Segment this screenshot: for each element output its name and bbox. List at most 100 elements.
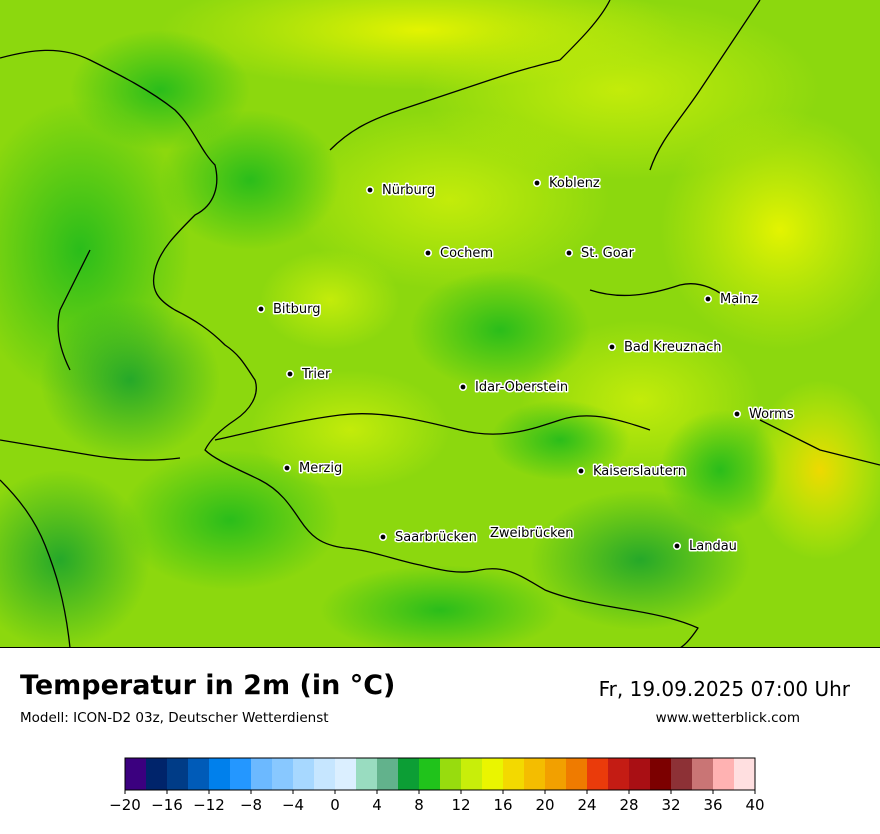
- city-marker: Landau: [672, 538, 738, 556]
- colorbar-tick-label: 24: [577, 796, 596, 814]
- colorbar-segment: [146, 758, 168, 790]
- map-title: Temperatur in 2m (in °C): [20, 670, 396, 701]
- colorbar-segment: [419, 758, 441, 790]
- colorbar-tick-label: 0: [330, 796, 340, 814]
- colorbar-tick-label: −20: [109, 796, 141, 814]
- colorbar-tick-label: −12: [193, 796, 225, 814]
- colorbar-segment: [587, 758, 609, 790]
- colorbar-tick-label: −4: [282, 796, 304, 814]
- city-marker: Bitburg: [256, 301, 322, 319]
- city-dot: [256, 304, 265, 313]
- city-label: St. Goar: [581, 246, 635, 261]
- colorbar-segment: [440, 758, 462, 790]
- city-dot: [365, 186, 374, 195]
- model-info: Modell: ICON-D2 03z, Deutscher Wetterdie…: [20, 710, 329, 726]
- city-marker: Cochem: [423, 245, 495, 263]
- colorbar-tick-label: 12: [451, 796, 470, 814]
- colorbar-segment: [482, 758, 504, 790]
- colorbar-segment: [713, 758, 735, 790]
- colorbar-frame: [124, 757, 756, 791]
- colorbar-tick-label: 28: [619, 796, 638, 814]
- colorbar-segment: [629, 758, 651, 790]
- colorbar-segment: [734, 758, 756, 790]
- colorbar-tick-label: −16: [151, 796, 183, 814]
- city-dot: [532, 179, 541, 188]
- colorbar-segment: [671, 758, 693, 790]
- city-dot: [458, 382, 467, 391]
- city-dot: [607, 342, 616, 351]
- colorbar-tick-label: 8: [414, 796, 424, 814]
- colorbar-segment: [293, 758, 315, 790]
- colorbar-segment: [356, 758, 378, 790]
- city-marker: Saarbrücken: [378, 529, 478, 547]
- colorbar-segment: [566, 758, 588, 790]
- colorbar-segment: [272, 758, 294, 790]
- city-dot: [732, 409, 741, 418]
- colorbar-tick-label: 40: [745, 796, 764, 814]
- temperature-field: [0, 0, 880, 647]
- city-marker: Nürburg: [365, 182, 437, 200]
- colorbar-tick-label: 20: [535, 796, 554, 814]
- city-dot: [703, 294, 712, 303]
- weather-map: Nürburg Koblenz Cochem St. Goar Mainz Bitburg…: [0, 0, 880, 648]
- city-marker: Koblenz: [532, 175, 601, 193]
- colorbar-segment: [692, 758, 714, 790]
- colorbar-segment: [125, 758, 147, 790]
- city-label: Bad Kreuznach: [624, 340, 722, 355]
- colorbar-tick-label: 36: [703, 796, 722, 814]
- border-lines: [0, 0, 880, 647]
- city-marker: St. Goar: [564, 245, 636, 263]
- city-label: Nürburg: [382, 183, 435, 198]
- colorbar-segment: [545, 758, 567, 790]
- city-label: Mainz: [720, 292, 758, 307]
- city-marker: Trier: [285, 366, 332, 384]
- city-label: Kaiserslautern: [593, 464, 686, 479]
- city-marker: Mainz: [703, 291, 760, 309]
- city-dot: [285, 369, 294, 378]
- city-label: Landau: [689, 539, 737, 554]
- colorbar-segment: [398, 758, 420, 790]
- colorbar-segment: [230, 758, 252, 790]
- city-label: Worms: [749, 407, 794, 422]
- colorbar-segment: [335, 758, 357, 790]
- website-link[interactable]: www.wetterblick.com: [655, 710, 800, 726]
- colorbar-segment: [524, 758, 546, 790]
- colorbar-segment: [251, 758, 273, 790]
- colorbar-segment: [608, 758, 630, 790]
- colorbar-tick-label: 16: [493, 796, 512, 814]
- colorbar-segment: [650, 758, 672, 790]
- city-label: Merzig: [299, 461, 342, 476]
- city-marker: Bad Kreuznach: [607, 339, 723, 357]
- colorbar-segment: [314, 758, 336, 790]
- colorbar-tick-label: −8: [240, 796, 262, 814]
- colorbar-segment: [188, 758, 210, 790]
- forecast-datetime: Fr, 19.09.2025 07:00 Uhr: [598, 677, 850, 701]
- city-label: Cochem: [440, 246, 493, 261]
- city-label: Bitburg: [273, 302, 321, 317]
- city-label: Zweibrücken: [490, 526, 573, 541]
- colorbar-segment: [209, 758, 231, 790]
- city-label: Saarbrücken: [395, 530, 477, 545]
- city-label: Koblenz: [549, 176, 600, 191]
- city-dot: [282, 463, 291, 472]
- city-marker: Kaiserslautern: [576, 463, 688, 481]
- map-footer: Temperatur in 2m (in °C) Modell: ICON-D2…: [0, 648, 880, 830]
- colorbar-segment: [461, 758, 483, 790]
- color-legend: −20 −16 −12 −8 −4 0 4 8 12 16 20 24 28 32 36 40: [0, 648, 880, 830]
- colorbar-segment: [503, 758, 525, 790]
- city-marker: Worms: [732, 406, 795, 424]
- city-label: Idar-Oberstein: [475, 380, 568, 395]
- colorbar-segment: [167, 758, 189, 790]
- city-dot: [564, 249, 573, 258]
- colorbar-tick-label: 4: [372, 796, 382, 814]
- city-marker: Zweibrücken: [489, 525, 575, 543]
- city-dot: [378, 532, 387, 541]
- city-dot: [672, 541, 681, 550]
- city-label: Trier: [301, 367, 331, 382]
- colorbar-segment: [377, 758, 399, 790]
- city-marker: Merzig: [282, 460, 344, 478]
- city-dot: [576, 466, 585, 475]
- colorbar-tick-label: 32: [661, 796, 680, 814]
- city-dot: [423, 249, 432, 258]
- city-marker: Idar-Oberstein: [458, 379, 570, 397]
